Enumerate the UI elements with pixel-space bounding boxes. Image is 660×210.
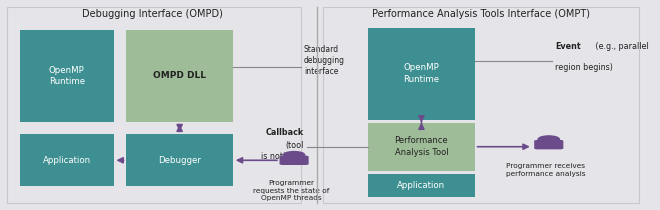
Bar (7, 7, 300, 203)
Text: OpenMP
Runtime: OpenMP Runtime (403, 63, 440, 84)
Text: (tool
is notified): (tool is notified) (261, 141, 304, 161)
Text: region begins): region begins) (555, 63, 613, 72)
FancyBboxPatch shape (534, 140, 564, 149)
Circle shape (538, 136, 560, 143)
Text: Performance
Analysis Tool: Performance Analysis Tool (395, 136, 448, 157)
Text: Event: Event (555, 42, 581, 51)
Text: Standard
debugging
interface: Standard debugging interface (304, 45, 345, 76)
Text: Programmer receives
performance analysis: Programmer receives performance analysis (506, 163, 585, 177)
Text: Application: Application (43, 156, 91, 165)
Text: Programmer
requests the state of
OpenMP threads: Programmer requests the state of OpenMP … (253, 180, 329, 201)
Bar (368, 174, 475, 197)
Text: OpenMP
Runtime: OpenMP Runtime (49, 66, 85, 86)
Bar (127, 134, 233, 186)
Text: Callback: Callback (265, 128, 304, 137)
Text: Performance Analysis Tools Interface (OMPT): Performance Analysis Tools Interface (OM… (372, 9, 590, 19)
Bar (368, 28, 475, 120)
Bar (368, 123, 475, 171)
Bar (20, 30, 114, 122)
Bar (323, 7, 639, 203)
Text: OMPD DLL: OMPD DLL (153, 71, 206, 80)
FancyBboxPatch shape (279, 156, 309, 165)
Bar (20, 134, 114, 186)
Bar (127, 30, 233, 122)
Circle shape (283, 152, 305, 159)
Text: Debugger: Debugger (158, 156, 201, 165)
Text: (e.g., parallel: (e.g., parallel (593, 42, 648, 51)
Text: Debugging Interface (OMPD): Debugging Interface (OMPD) (82, 9, 222, 19)
Text: Application: Application (397, 181, 446, 190)
